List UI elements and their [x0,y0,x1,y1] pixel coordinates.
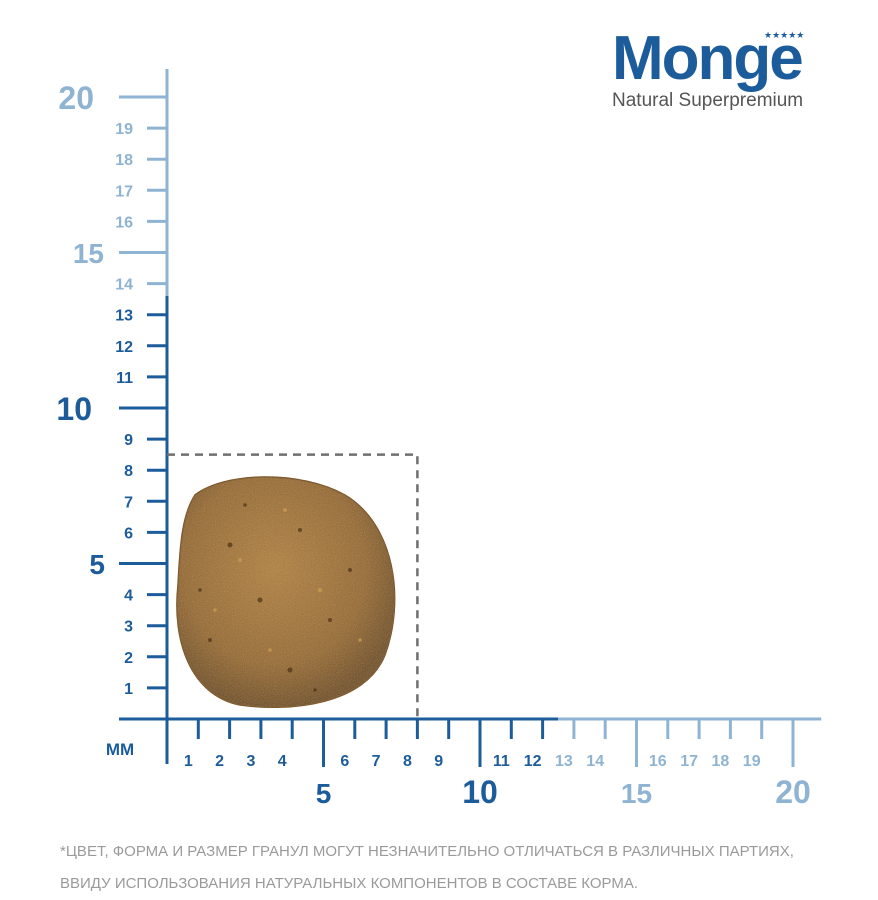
x-tick-label: 12 [524,753,542,770]
x-major-label: 10 [462,774,498,810]
x-tick-label: 14 [586,753,604,770]
x-tick-label: 8 [403,753,412,770]
y-tick-label: 7 [124,494,133,511]
disclaimer-line-1: *ЦВЕТ, ФОРМА И РАЗМЕР ГРАНУЛ МОГУТ НЕЗНА… [60,843,794,860]
kibble-speckles [198,503,352,692]
y-major-label: 15 [73,238,104,269]
x-major-label: 15 [621,778,652,809]
y-tick-label: 13 [115,308,133,325]
brand-stars-icon: ★★★★★ [764,30,805,40]
y-tick-label: 2 [124,650,133,667]
x-tick-label: 19 [743,753,761,770]
y-tick-label: 6 [124,525,133,542]
x-tick-label: 3 [246,753,255,770]
x-tick-label: 9 [434,753,443,770]
y-tick-label: 8 [124,463,133,480]
disclaimer-line-2: ВВИДУ ИСПОЛЬЗОВАНИЯ НАТУРАЛЬНЫХ КОМПОНЕН… [60,875,639,892]
x-tick-label: 11 [493,753,510,770]
y-tick-label: 19 [115,121,133,138]
y-tick-label: 12 [115,339,133,356]
y-tick-label: 11 [116,370,133,387]
y-tick-label: 18 [115,152,133,169]
x-tick-label: 4 [278,753,287,770]
y-major-label: 10 [56,391,92,427]
kibble-bounding-box [167,453,419,719]
y-tick-label: 14 [115,277,133,294]
x-tick-label: 6 [340,753,349,770]
y-major-label: 20 [58,80,94,116]
x-tick-label: 7 [372,753,381,770]
y-tick-label: 16 [115,214,133,231]
x-tick-label: 18 [712,753,730,770]
x-major-label: 20 [775,774,811,810]
kibble-highlights [213,508,362,652]
disclaimer-footnote: *ЦВЕТ, ФОРМА И РАЗМЕР ГРАНУЛ МОГУТ НЕЗНА… [60,836,860,900]
x-tick-label: 16 [649,753,667,770]
x-tick-label: 13 [555,753,573,770]
y-major-label: 5 [89,549,105,580]
y-tick-label: 4 [124,588,133,605]
y-tick-label: 17 [115,183,133,200]
x-major-label: 5 [316,778,332,809]
kibble-texture [176,476,395,708]
brand-wordmark: Monge [612,24,804,93]
brand-logo: Monge ★★★★★ Natural Superpremium [612,28,852,112]
unit-label: MM [106,740,134,759]
x-tick-label: 2 [215,753,224,770]
y-tick-label: 9 [124,432,133,449]
brand-tagline: Natural Superpremium [612,90,804,111]
y-tick-label: 1 [124,681,133,698]
y-tick-label: 3 [124,619,133,636]
x-tick-label: 1 [184,753,193,770]
x-tick-label: 17 [680,753,698,770]
